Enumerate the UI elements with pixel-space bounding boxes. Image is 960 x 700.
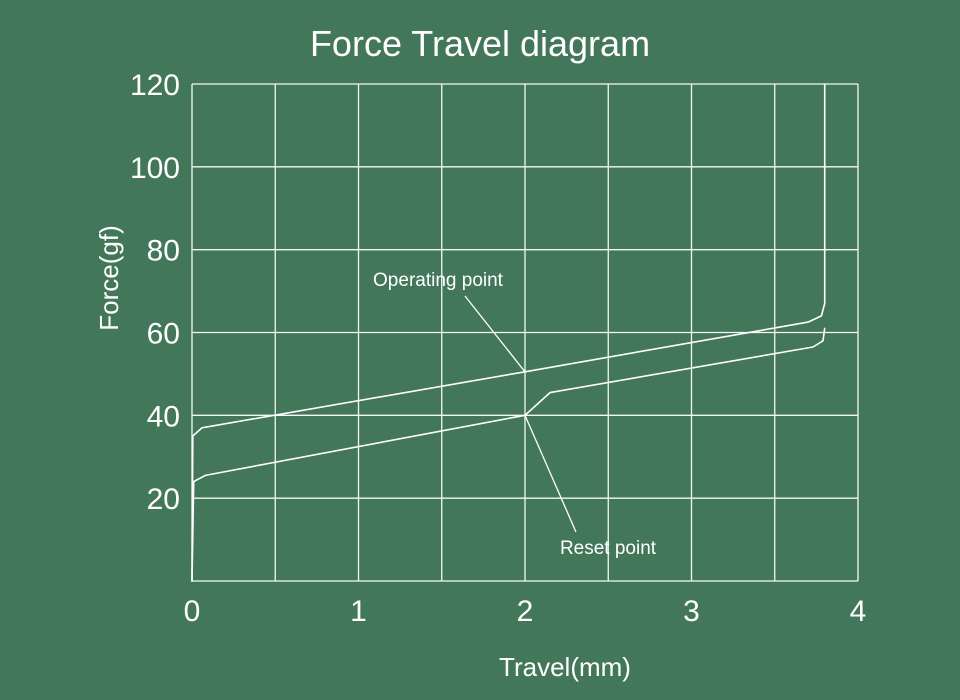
annotation-label: Operating point xyxy=(373,270,504,291)
series-line-1 xyxy=(191,83,826,582)
annotation-leaders xyxy=(464,295,577,533)
y-tick-label: 120 xyxy=(130,69,180,102)
x-tick-labels: 0 1 2 3 4 xyxy=(184,595,867,628)
y-tick-label: 60 xyxy=(147,318,180,351)
x-tick-label: 2 xyxy=(517,595,534,628)
y-tick-labels: 20 40 60 80 100 120 xyxy=(130,69,180,516)
annotation-leader xyxy=(464,295,526,373)
y-tick-label: 80 xyxy=(147,235,180,268)
y-axis-label: Force(gf) xyxy=(94,225,124,330)
annotation-label: Reset point xyxy=(560,538,657,559)
y-tick-label: 100 xyxy=(130,152,180,185)
chart-title: Force Travel diagram xyxy=(310,23,650,64)
x-axis-label: Travel(mm) xyxy=(499,652,631,682)
y-tick-label: 40 xyxy=(147,400,180,433)
x-tick-label: 1 xyxy=(350,595,367,628)
x-tick-label: 4 xyxy=(850,595,867,628)
x-tick-label: 0 xyxy=(184,595,201,628)
series-line-2 xyxy=(191,327,826,582)
x-tick-label: 3 xyxy=(683,595,700,628)
annotation-leader xyxy=(524,415,577,533)
grid xyxy=(191,83,859,582)
y-tick-label: 20 xyxy=(147,483,180,516)
series-group xyxy=(191,83,826,582)
annotation-labels: Operating point Reset point xyxy=(373,270,657,559)
